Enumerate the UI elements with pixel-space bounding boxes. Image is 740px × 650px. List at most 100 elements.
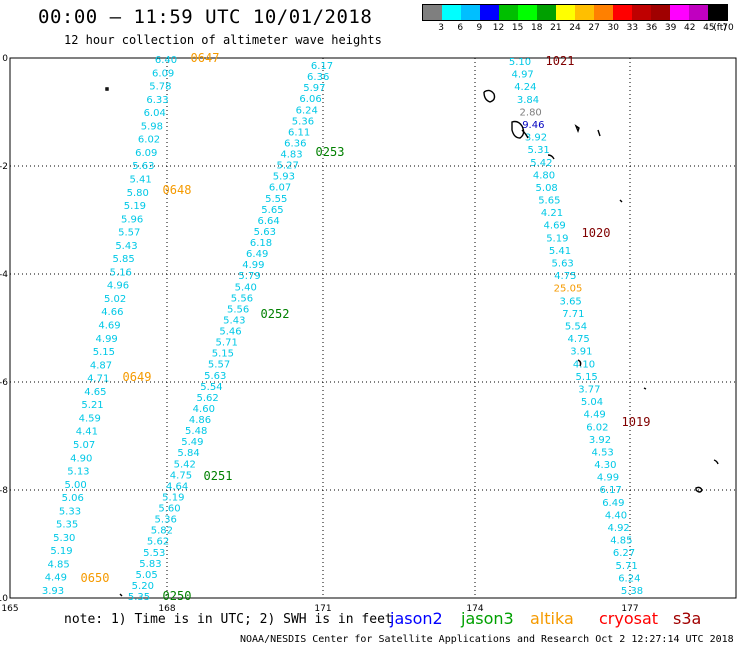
wave-height-value: 5.20 — [132, 581, 154, 592]
wave-height-value: 5.21 — [81, 400, 103, 411]
wave-height-value: 5.08 — [536, 183, 558, 194]
wave-height-value: 4.71 — [87, 374, 109, 385]
wave-height-value: 4.97 — [512, 70, 534, 81]
wave-height-value: 6.11 — [288, 127, 310, 138]
wave-height-value: 6.40 — [155, 55, 177, 66]
wave-height-value: 5.57 — [118, 228, 140, 239]
wave-height-value: 5.07 — [73, 440, 95, 451]
wave-height-value: 5.41 — [129, 174, 151, 185]
wave-height-value: 5.55 — [265, 194, 287, 205]
wave-height-value: 5.30 — [53, 533, 75, 544]
wave-height-value: 5.56 — [227, 304, 249, 315]
wave-height-value: 4.96 — [107, 281, 129, 292]
wave-height-value: 6.64 — [257, 216, 279, 227]
page-title: 00:00 – 11:59 UTC 10/01/2018 — [38, 6, 373, 28]
wave-height-value: 6.18 — [250, 238, 272, 249]
wave-height-value: 5.97 — [303, 83, 325, 94]
wave-height-value: 5.42 — [174, 459, 196, 470]
lon-label: 171 — [314, 604, 331, 614]
mission-cryosat: cryosat — [599, 609, 659, 628]
wave-height-value: 5.93 — [273, 172, 295, 183]
pass-time-label: 0253 — [316, 145, 345, 159]
wave-height-value: 6.09 — [152, 68, 174, 79]
color-scale-swatches — [422, 4, 728, 21]
color-swatch — [670, 5, 689, 20]
wave-height-value: 5.36 — [155, 515, 177, 526]
wave-height-value: 4.92 — [608, 523, 630, 534]
island-outline — [521, 129, 529, 139]
mission-jason3: jason3 — [461, 609, 514, 628]
wave-height-value: 5.27 — [277, 161, 299, 172]
wave-height-value: 5.38 — [621, 586, 643, 597]
island-outline — [597, 129, 601, 137]
lat-label: 0 — [2, 54, 8, 64]
wave-height-value: 5.05 — [135, 570, 157, 581]
wave-height-value: 4.21 — [541, 208, 563, 219]
color-scale-label: 24 — [569, 23, 581, 33]
wave-height-value: 6.24 — [296, 105, 318, 116]
wave-height-value: 6.02 — [586, 422, 608, 433]
wave-height-value: 4.80 — [533, 170, 555, 181]
wave-height-value: 3.91 — [570, 347, 592, 358]
wave-height-value: 5.63 — [132, 161, 154, 172]
wave-height-value: 5.06 — [62, 493, 84, 504]
color-scale-label: 33 — [626, 23, 639, 33]
wave-height-value: 4.49 — [45, 573, 67, 584]
wave-height-value: 9.46 — [522, 120, 544, 131]
wave-height-value: 4.99 — [96, 334, 118, 345]
wave-height-value: 7.71 — [562, 309, 584, 320]
pass-time-label: 0251 — [204, 469, 233, 483]
wave-height-value: 4.99 — [242, 260, 264, 271]
color-swatch — [480, 5, 499, 20]
footer-credit: NOAA/NESDIS Center for Satellite Applica… — [240, 634, 734, 645]
wave-height-value: 5.36 — [292, 116, 314, 127]
wave-height-value: 4.30 — [594, 460, 616, 471]
color-scale-label: 36 — [645, 23, 658, 33]
wave-height-value: 6.17 — [600, 485, 622, 496]
wave-height-value: 5.04 — [581, 397, 603, 408]
lon-label: 168 — [158, 604, 175, 614]
lat-label: -2 — [0, 162, 8, 172]
wave-height-value: 6.24 — [618, 573, 640, 584]
wave-height-value: 4.59 — [79, 413, 101, 424]
pass-time-label: 1021 — [546, 54, 575, 68]
wave-height-value: 5.63 — [552, 259, 574, 270]
pass-time-label: 0650 — [81, 571, 110, 585]
color-swatch — [689, 5, 708, 20]
wave-height-value: 5.42 — [530, 158, 552, 169]
island-outline — [511, 120, 525, 139]
color-scale-label: 21 — [550, 23, 562, 33]
wave-height-value: 5.31 — [528, 145, 550, 156]
color-scale-label: 12 — [492, 23, 505, 33]
wave-height-value: 5.16 — [110, 267, 132, 278]
pass-time-label: 0252 — [261, 307, 290, 321]
wave-height-value: 5.19 — [162, 492, 184, 503]
wave-height-value: 6.17 — [311, 61, 333, 72]
color-swatch — [423, 5, 442, 20]
wave-height-value: 3.92 — [589, 435, 611, 446]
wave-height-value: 3.93 — [42, 586, 64, 597]
pass-time-label: 0648 — [163, 183, 192, 197]
wave-height-value: 5.78 — [149, 82, 171, 93]
island-outline — [643, 387, 647, 390]
wave-height-value: 5.65 — [538, 196, 560, 207]
wave-height-value: 4.85 — [610, 536, 632, 547]
wave-height-value: 25.05 — [554, 284, 583, 295]
island-outline — [483, 89, 496, 103]
wave-height-value: 6.09 — [135, 148, 157, 159]
wave-height-value: 5.49 — [181, 437, 203, 448]
wave-height-value: 3.92 — [525, 133, 547, 144]
wave-height-value: 5.60 — [158, 504, 180, 515]
wave-height-value: 4.86 — [189, 415, 211, 426]
wave-height-value: 4.24 — [514, 82, 536, 93]
wave-height-value: 2.80 — [520, 107, 542, 118]
wave-height-value: 6.02 — [138, 135, 160, 146]
color-scale-label: 45 — [703, 23, 715, 33]
wave-height-value: 3.84 — [517, 95, 539, 106]
island-outline — [619, 199, 623, 203]
page-subtitle: 12 hour collection of altimeter wave hei… — [64, 33, 382, 47]
wave-height-value: 4.69 — [544, 221, 566, 232]
pass-time-label: 0649 — [123, 370, 152, 384]
island-outline — [105, 87, 109, 91]
